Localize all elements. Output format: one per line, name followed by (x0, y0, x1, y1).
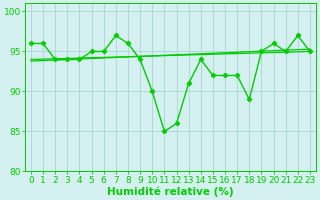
X-axis label: Humidité relative (%): Humidité relative (%) (107, 186, 234, 197)
